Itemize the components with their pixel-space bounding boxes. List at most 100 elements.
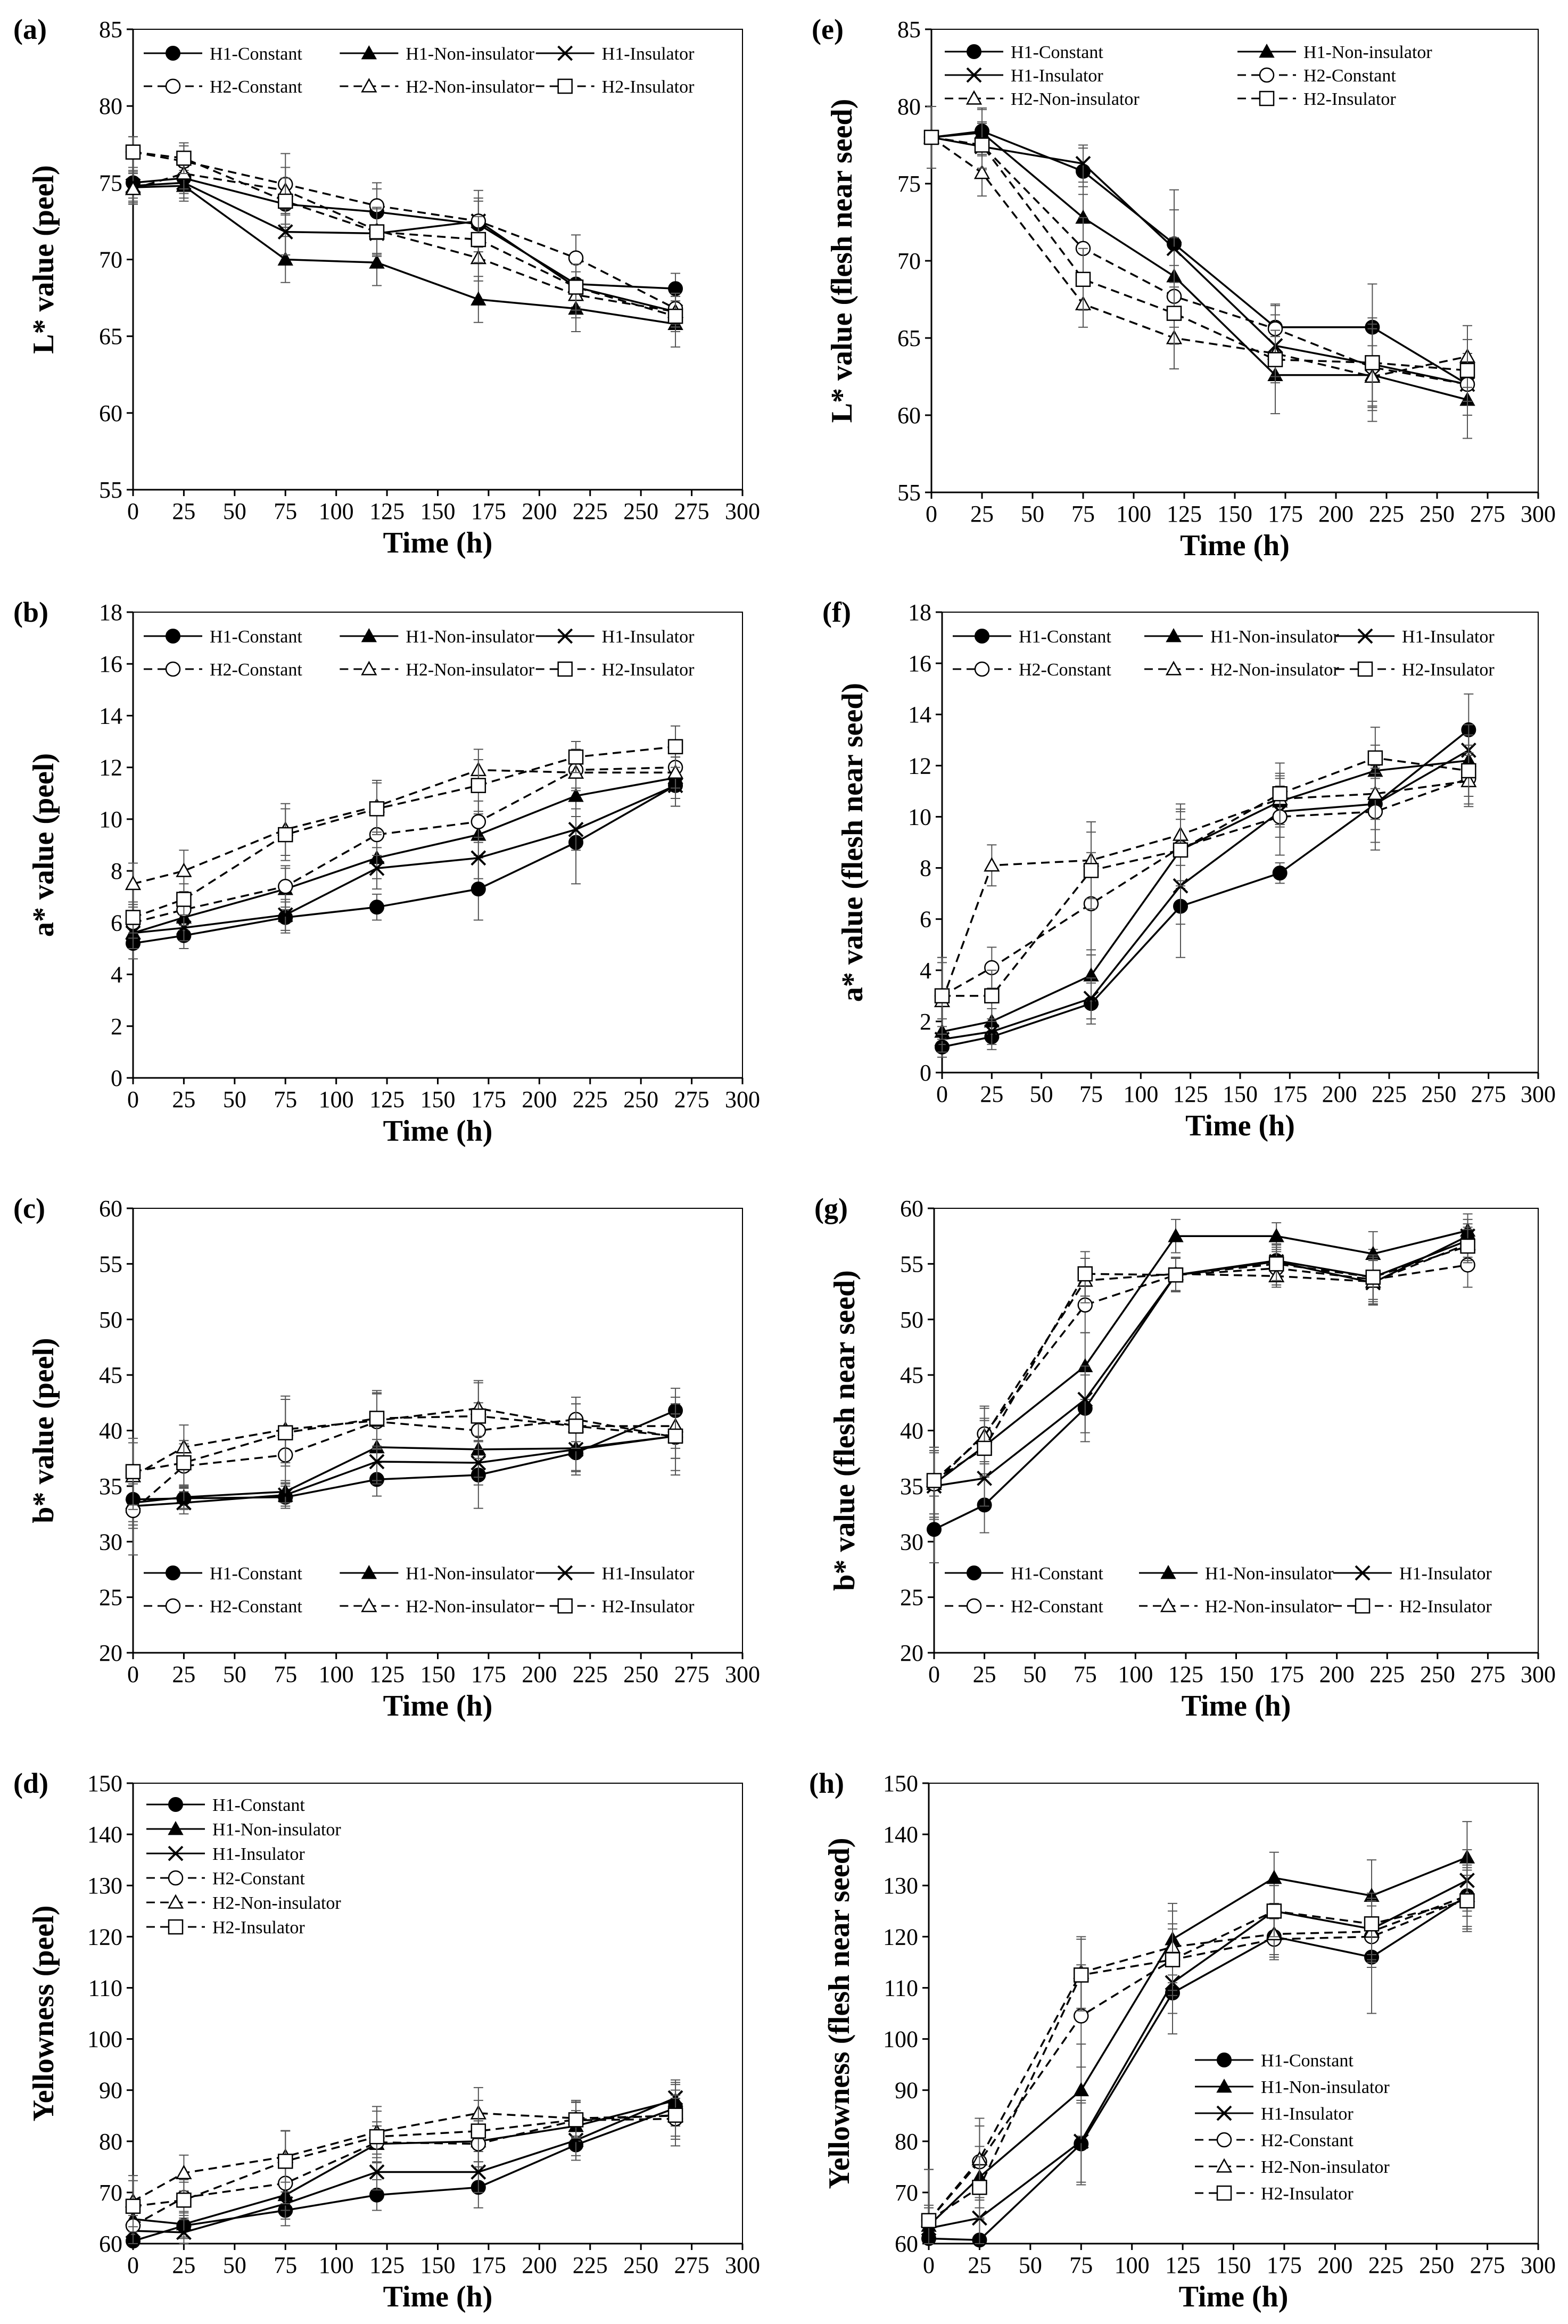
legend-label: H2-Insulator	[602, 1597, 695, 1617]
x-tick-label: 150	[1219, 1661, 1254, 1687]
y-tick-label: 140	[87, 1822, 122, 1848]
x-tick-label: 275	[1470, 501, 1505, 527]
data-point	[176, 150, 192, 166]
legend-item-h1-insulator: H1-Insulator	[1336, 627, 1495, 647]
data-point	[984, 988, 1000, 1004]
series-line	[931, 136, 1468, 385]
x-tick-label: 0	[127, 1086, 139, 1112]
y-tick-label: 45	[900, 1362, 923, 1388]
legend-item-h1-insulator: H1-Insulator	[1195, 2104, 1354, 2124]
data-point	[1073, 2133, 1089, 2149]
x-tick-label: 150	[420, 1661, 456, 1687]
series-line	[133, 769, 676, 885]
legend-label: H2-Insulator	[602, 77, 695, 97]
data-point	[1075, 271, 1091, 287]
legend-marker-icon	[166, 1565, 180, 1580]
legend-marker-icon	[967, 44, 981, 59]
x-tick-label: 175	[471, 1086, 506, 1112]
legend-marker-icon	[557, 1565, 573, 1581]
y-tick-label: 80	[897, 94, 921, 120]
data-point	[568, 749, 584, 765]
data-point	[1365, 355, 1380, 370]
y-tick-label: 50	[99, 1307, 122, 1333]
data-point	[1073, 2082, 1089, 2097]
y-tick-label: 14	[99, 703, 122, 729]
legend-item-h1-constant: H1-Constant	[945, 1564, 1103, 1584]
legend-item-h1-insulator: H1-Insulator	[535, 1564, 695, 1584]
y-tick-label: 60	[99, 2231, 122, 2257]
x-tick-label: 75	[1074, 1661, 1097, 1687]
x-tick-label: 250	[623, 2252, 658, 2278]
y-tick-label: 12	[908, 753, 931, 779]
legend-label: H1-Constant	[1011, 43, 1103, 62]
series-line	[934, 1235, 1468, 1487]
x-tick-label: 175	[1269, 1661, 1304, 1687]
series-line	[933, 1230, 1468, 1485]
data-point	[369, 860, 385, 876]
legend-marker-icon	[1216, 2158, 1233, 2173]
x-tick-label: 25	[973, 1661, 996, 1687]
plot-frame	[133, 1208, 743, 1653]
data-point	[277, 907, 293, 923]
x-tick-label: 225	[1368, 2252, 1404, 2278]
data-point	[1268, 1256, 1284, 1272]
legend-marker-icon	[1160, 1564, 1176, 1579]
x-tick-label: 75	[274, 2252, 297, 2278]
legend-label: H2-Constant	[1261, 2131, 1354, 2150]
legend-marker-icon	[1259, 67, 1275, 83]
legend-item-h2-insulator: H2-Insulator	[1333, 1597, 1492, 1617]
x-tick-label: 0	[127, 498, 139, 524]
series-h1-constant	[921, 1875, 1475, 2248]
legend-label: H2-Insulator	[1261, 2184, 1354, 2204]
data-point	[1266, 1869, 1282, 1884]
legend-marker-icon	[165, 661, 181, 677]
legend-marker-icon	[1259, 90, 1275, 106]
legend-label: H2-Non-insulator	[406, 77, 534, 97]
panel-e: 55 60 65 70 75 80 85 0 25 50 75 100 125 150 175 200 225 2…	[812, 13, 1556, 562]
legend-marker-icon	[168, 1845, 184, 1861]
legend-label: H1-Insulator	[602, 627, 695, 647]
x-tick-label: 100	[1115, 2252, 1150, 2278]
x-tick-label: 0	[127, 1661, 139, 1687]
y-tick-label: 70	[897, 248, 921, 274]
x-tick-label: 50	[223, 498, 246, 524]
legend-item-h2-insulator: H2-Insulator	[1195, 2184, 1354, 2204]
series-h2-non-insulator	[125, 158, 684, 328]
x-tick-label: 50	[223, 1661, 246, 1687]
data-point	[1077, 1266, 1093, 1282]
x-tick-label: 250	[623, 1086, 658, 1112]
y-tick-label: 110	[88, 1975, 122, 2001]
data-point	[176, 892, 192, 907]
legend-marker-icon	[1160, 1597, 1177, 1612]
legend-item-h1-constant: H1-Constant	[146, 1795, 305, 1815]
x-tick-label: 175	[471, 1661, 506, 1687]
legend-label: H1-Non-insulator	[406, 44, 534, 64]
y-tick-label: 10	[908, 804, 931, 830]
data-point	[278, 879, 293, 894]
y-tick-label: 60	[895, 2231, 918, 2257]
data-point	[972, 2180, 987, 2195]
legend-label: H1-Insulator	[212, 1844, 305, 1864]
legend-marker-icon	[168, 1870, 184, 1886]
data-point	[125, 180, 142, 195]
y-tick-label: 6	[111, 910, 122, 936]
data-point	[667, 2107, 683, 2123]
x-tick-label: 275	[1470, 1661, 1505, 1687]
legend-label: H2-Constant	[1019, 660, 1111, 680]
series-h2-constant	[934, 752, 1476, 1035]
data-point	[1367, 750, 1383, 766]
y-tick-label: 80	[99, 2129, 122, 2155]
data-point	[125, 144, 141, 160]
x-axis-title: Time (h)	[383, 526, 493, 559]
legend-label: H2-Constant	[1303, 66, 1396, 86]
x-tick-label: 250	[1421, 1081, 1456, 1107]
legend-label: H1-Insulator	[602, 44, 695, 64]
legend: H1-Constant H1-Non-insulator H1-Insulator H…	[1195, 2051, 1390, 2204]
legend: H1-Constant H1-Non-insulator H1-Insulator H…	[146, 1795, 341, 1938]
legend-label: H2-Non-insulator	[406, 1597, 534, 1617]
y-tick-label: 35	[99, 1473, 122, 1499]
data-point	[369, 1411, 385, 1426]
legend: H1-Constant H1-Non-insulator H1-Insulator H…	[144, 44, 695, 97]
x-tick-label: 200	[1322, 1081, 1357, 1107]
data-point	[1267, 352, 1283, 367]
